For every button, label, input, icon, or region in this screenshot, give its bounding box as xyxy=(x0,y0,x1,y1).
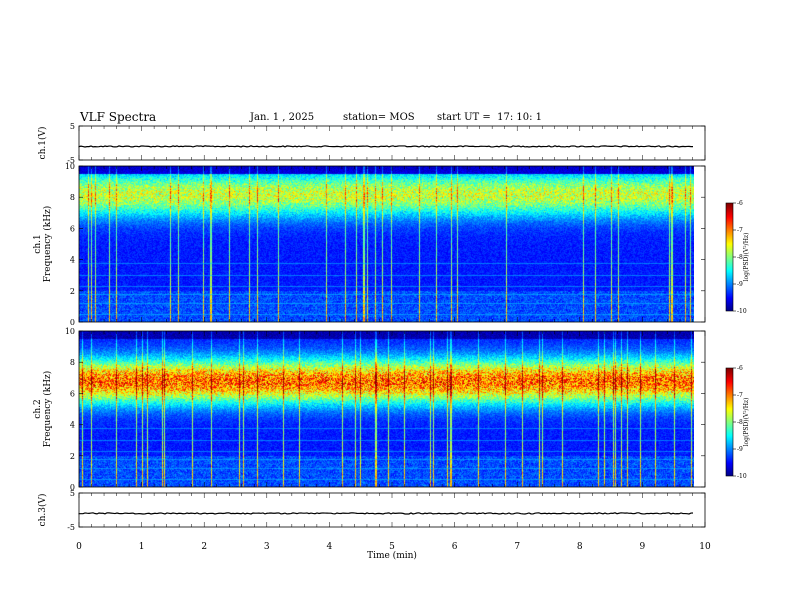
date-label: Jan. 1 , 2025 xyxy=(250,112,315,123)
x-tick-label: 0 xyxy=(76,542,82,552)
y-tick-label: 4 xyxy=(70,421,75,430)
x-tick-label: 3 xyxy=(264,542,270,552)
y-tick-label: 5 xyxy=(70,489,75,498)
x-tick-label: 10 xyxy=(699,542,711,552)
x-tick-label: 4 xyxy=(327,542,333,552)
x-tick-label: 9 xyxy=(640,542,646,552)
y-tick-label: 8 xyxy=(70,358,75,367)
y-axis-label: ch.2 xyxy=(33,399,43,418)
y-tick-label: 6 xyxy=(70,389,75,398)
x-tick-label: 1 xyxy=(139,542,145,552)
x-tick-label: 6 xyxy=(452,542,458,552)
colorbar xyxy=(726,203,733,311)
x-axis-label: Time (min) xyxy=(367,550,417,561)
colorbar-label: log(PSD)(V²/Hz) xyxy=(743,233,750,282)
y-axis-label: ch.3(V) xyxy=(37,494,48,527)
y-tick-label: 4 xyxy=(70,256,75,265)
chart-title: VLF Spectra xyxy=(80,110,157,124)
panel-frame xyxy=(78,492,706,528)
ch2-spectrogram xyxy=(79,331,694,487)
y-tick-label: 0 xyxy=(70,318,75,327)
y-tick-label: -5 xyxy=(67,523,75,532)
y-tick-label: 10 xyxy=(65,162,75,171)
y-tick-label: 8 xyxy=(70,193,75,202)
station-label: station= MOS xyxy=(343,112,415,123)
y-tick-label: 10 xyxy=(65,327,75,336)
y-tick-label: 5 xyxy=(70,122,75,131)
y-tick-label: 0 xyxy=(70,483,75,492)
colorbar-tick-label: -9 xyxy=(737,281,743,288)
colorbar-tick-label: -6 xyxy=(737,365,743,372)
colorbar-tick-label: -8 xyxy=(737,419,743,426)
colorbar-tick-label: -7 xyxy=(737,227,743,234)
y-axis-label: ch.1(V) xyxy=(37,127,48,160)
x-tick-label: 5 xyxy=(389,542,395,552)
x-tick-label: 2 xyxy=(201,542,207,552)
ch3-waveform xyxy=(78,512,694,515)
y-tick-label: 6 xyxy=(70,224,75,233)
start-time-label: start UT = 17: 10: 1 xyxy=(437,112,543,123)
colorbar-tick-label: -10 xyxy=(737,473,747,480)
colorbar-tick-label: -7 xyxy=(737,392,743,399)
colorbar-tick-label: -10 xyxy=(737,308,747,315)
colorbar-tick-label: -6 xyxy=(737,200,743,207)
x-tick-label: 8 xyxy=(577,542,583,552)
panel-frame xyxy=(78,125,706,161)
y-axis-label: Frequency (kHz) xyxy=(42,371,53,448)
y-tick-label: 2 xyxy=(70,452,75,461)
y-axis-label: ch.1 xyxy=(33,234,43,253)
colorbar-tick-label: -8 xyxy=(737,254,743,261)
y-tick-label: -5 xyxy=(67,156,75,165)
colorbar xyxy=(726,368,733,476)
y-tick-label: 2 xyxy=(70,287,75,296)
x-tick-label: 7 xyxy=(514,542,520,552)
ch1-spectrogram xyxy=(79,166,694,322)
colorbar-tick-label: -9 xyxy=(737,446,743,453)
colorbar-label: log(PSD)(V²/Hz) xyxy=(743,398,750,447)
y-axis-label: Frequency (kHz) xyxy=(42,206,53,283)
ch1-waveform xyxy=(78,145,694,148)
